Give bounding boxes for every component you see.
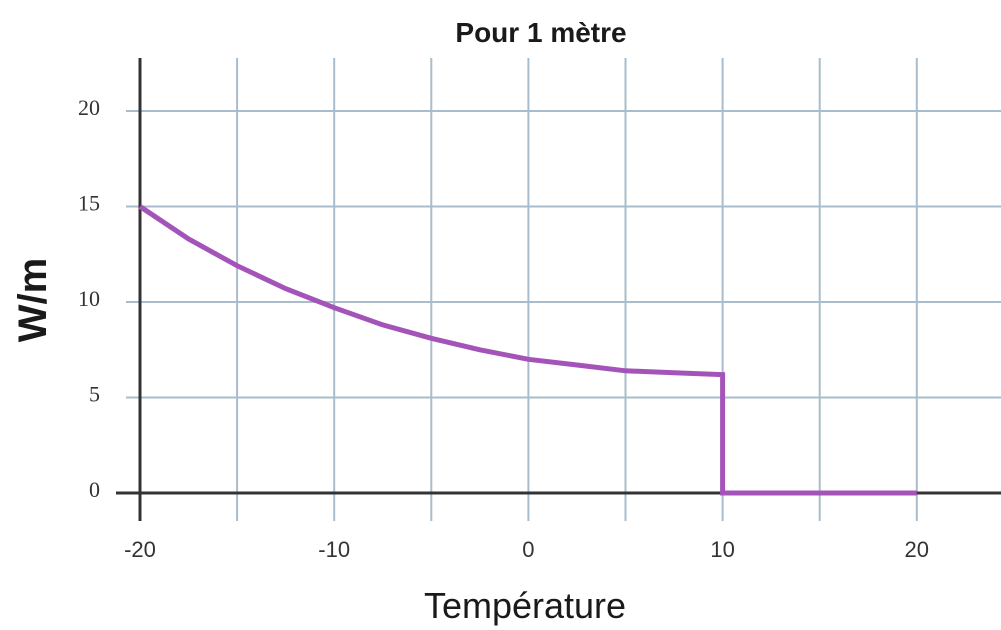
x-tick-label: 10 [710,537,734,562]
x-tick-labels: -20 -10 0 10 20 [124,537,929,562]
x-tick-label: -10 [318,537,350,562]
x-axis-label: Température [424,585,626,626]
axes [116,58,1001,521]
y-tick-label: 15 [78,191,100,216]
x-tick-label: -20 [124,537,156,562]
y-tick-label: 0 [89,477,100,502]
x-tick-label: 20 [905,537,929,562]
x-tick-label: 0 [522,537,534,562]
grid [126,58,1001,521]
y-tick-label: 5 [89,382,100,407]
y-tick-labels: 0 5 10 15 20 [78,95,100,502]
y-tick-label: 10 [78,286,100,311]
y-axis-label: W/m [11,258,55,342]
series-line [138,204,917,496]
chart-title: Pour 1 mètre [455,17,626,48]
series-layer [138,204,917,496]
y-tick-label: 20 [78,95,100,120]
